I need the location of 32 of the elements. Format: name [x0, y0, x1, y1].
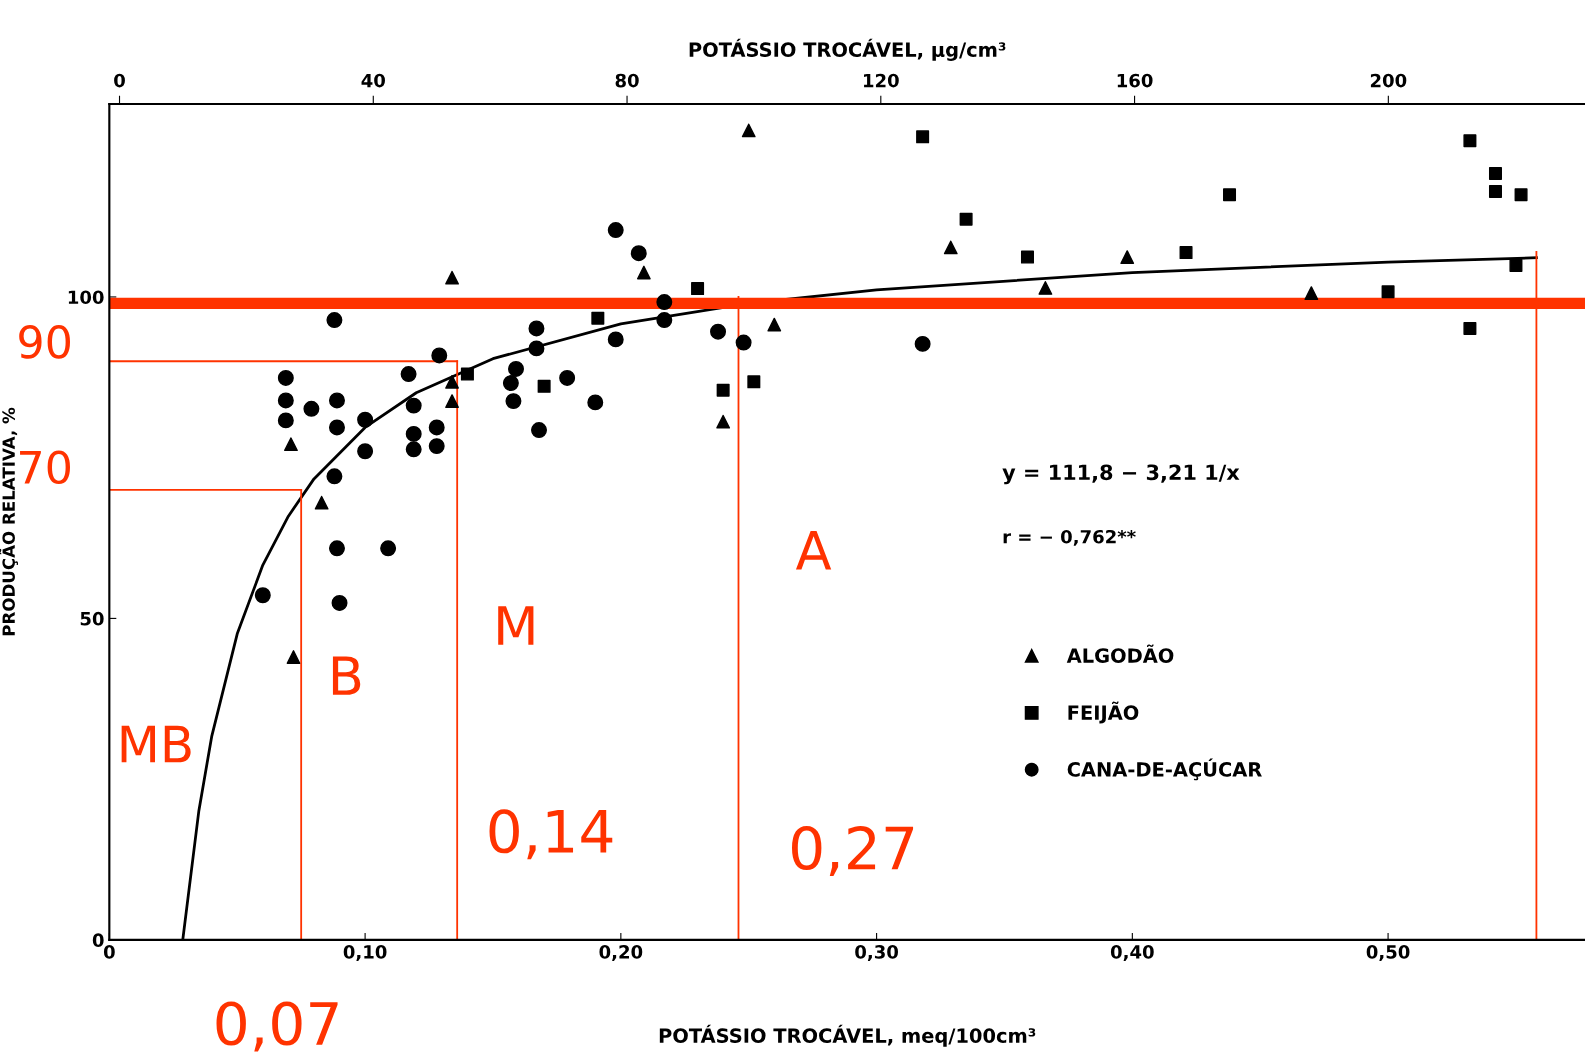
y-tick-label: 50 [80, 611, 104, 626]
x-tick-label: 0 [103, 945, 115, 959]
annotation: MB [121, 725, 191, 763]
x2-tick-label: 200 [1370, 73, 1407, 88]
text: 0,07 [216, 1001, 338, 1052]
text: 90 [19, 325, 70, 359]
x2-axis-title: POTÁSSIO TROCÁVEL, µg/cm³ [689, 38, 1006, 61]
x-tick-label: 0,20 [599, 945, 643, 962]
text: 70 [20, 450, 70, 485]
legend-label: CANA-DE-AÇÚCAR [1067, 758, 1262, 781]
y-tick-label: 100 [68, 290, 104, 305]
x-tick-label: 0,30 [855, 945, 898, 962]
annotation: B [332, 656, 361, 695]
annotation: M [498, 606, 534, 645]
x2-tick-label: 40 [361, 73, 385, 88]
x2-tick-label: 0 [114, 73, 125, 88]
x-tick-label: 0,10 [343, 945, 387, 962]
x2-tick-label: 120 [864, 73, 899, 88]
annotation: y = 111,8 − 3,21 1/x [1002, 464, 1240, 485]
x-axis-title: POTÁSSIO TROCÁVEL, meq/100cm³ [659, 1024, 1036, 1047]
legend-label: ALGODÃO [1066, 644, 1174, 663]
y-tick-label: 0 [92, 933, 104, 947]
annotation: A [795, 531, 832, 570]
x-tick-label: 0,50 [1366, 945, 1410, 962]
x2-tick-label: 160 [1117, 73, 1153, 88]
annotation: 0,14 [489, 809, 613, 860]
annotation: r = − 0,762** [1003, 529, 1136, 546]
annotation: 0,27 [792, 825, 914, 877]
y-axis-title: PRODUÇÃO RELATIVA, % [0, 407, 18, 636]
x2-tick-label: 80 [615, 73, 639, 88]
legend-label: FEIJÃO [1068, 701, 1139, 724]
x-tick-label: 0,40 [1110, 945, 1154, 962]
